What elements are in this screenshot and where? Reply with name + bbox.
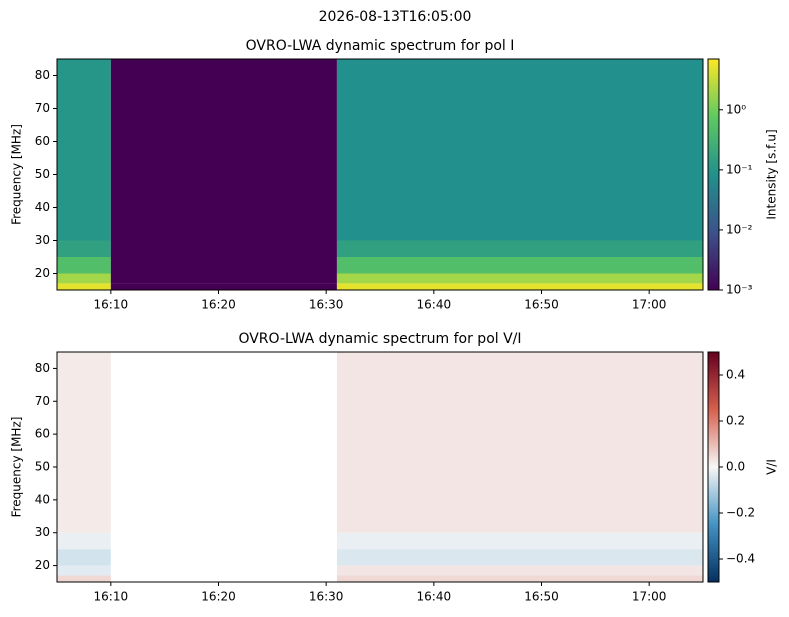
- heatmap-cell: [110, 59, 337, 241]
- y-tick-label: 70: [35, 101, 50, 115]
- y-tick-label: 70: [35, 394, 50, 408]
- colorbar-tick-label: 10⁰: [726, 102, 746, 116]
- colorbar: [707, 58, 720, 291]
- heatmap-cell: [110, 273, 337, 284]
- heatmap-cell: [57, 240, 111, 257]
- x-tick-label: 16:30: [309, 590, 344, 604]
- x-tick-label: 16:50: [524, 298, 559, 312]
- x-tick-label: 16:20: [201, 298, 236, 312]
- y-tick-label: 80: [35, 68, 50, 82]
- heatmap-cell: [110, 257, 337, 274]
- heatmap-cell: [57, 257, 111, 274]
- heatmap-cell: [57, 283, 111, 290]
- colorbar-tick-label: −0.4: [726, 552, 755, 566]
- heatmap-cell: [336, 240, 703, 257]
- heatmap-cell: [57, 59, 111, 241]
- heatmap-cell: [57, 575, 111, 582]
- heatmap-cell: [336, 257, 703, 274]
- y-tick-label: 30: [35, 233, 50, 247]
- heatmap-cell: [336, 273, 703, 284]
- heatmap-cell: [110, 283, 337, 290]
- x-tick-label: 17:00: [632, 298, 667, 312]
- colorbar-label: V/I: [765, 459, 779, 475]
- x-tick-label: 16:50: [524, 590, 559, 604]
- x-tick-label: 17:00: [632, 590, 667, 604]
- colorbar-tick-label: −0.2: [726, 506, 755, 520]
- colorbar-label: Intensity [s.f.u]: [765, 129, 779, 219]
- y-tick-label: 60: [35, 427, 50, 441]
- y-tick-label: 20: [35, 558, 50, 572]
- heatmap-cell: [336, 283, 703, 290]
- y-tick-label: 80: [35, 361, 50, 375]
- suptitle: 2026-08-13T16:05:00: [319, 9, 472, 25]
- chart-title: OVRO-LWA dynamic spectrum for pol V/I: [238, 331, 521, 347]
- x-tick-label: 16:20: [201, 590, 236, 604]
- y-tick-label: 50: [35, 460, 50, 474]
- x-tick-label: 16:10: [94, 590, 129, 604]
- y-tick-label: 30: [35, 525, 50, 539]
- heatmap-cell: [336, 352, 703, 533]
- y-tick-label: 60: [35, 134, 50, 148]
- colorbar-tick-label: 0.2: [726, 414, 745, 428]
- heatmap-cell: [336, 575, 703, 582]
- y-axis-label: Frequency [MHz]: [10, 124, 24, 225]
- heatmap-cell: [57, 565, 111, 576]
- heatmap-cell: [336, 59, 703, 241]
- y-tick-label: 50: [35, 167, 50, 181]
- x-tick-label: 16:40: [417, 590, 452, 604]
- heatmap-cell: [336, 532, 703, 550]
- y-axis-label: Frequency [MHz]: [10, 417, 24, 518]
- colorbar-tick-label: 10⁻¹: [726, 162, 753, 176]
- heatmap-cell: [57, 352, 111, 533]
- x-tick-label: 16:30: [309, 298, 344, 312]
- chart-title: OVRO-LWA dynamic spectrum for pol I: [246, 38, 515, 54]
- heatmap-cell: [336, 549, 703, 566]
- colorbar-tick-label: 10⁻²: [726, 222, 753, 236]
- heatmap-cell: [110, 240, 337, 257]
- heatmap-cell: [57, 532, 111, 550]
- heatmap-cell: [57, 549, 111, 566]
- heatmap-cell: [336, 565, 703, 576]
- colorbar: [707, 351, 720, 583]
- x-tick-label: 16:40: [417, 298, 452, 312]
- y-tick-label: 40: [35, 200, 50, 214]
- x-tick-label: 16:10: [94, 298, 129, 312]
- colorbar-tick-label: 0.0: [726, 460, 745, 474]
- colorbar-tick-label: 0.4: [726, 368, 745, 382]
- y-tick-label: 40: [35, 492, 50, 506]
- y-tick-label: 20: [35, 266, 50, 280]
- heatmap-cell: [57, 273, 111, 284]
- colorbar-tick-label: 10⁻³: [726, 283, 753, 297]
